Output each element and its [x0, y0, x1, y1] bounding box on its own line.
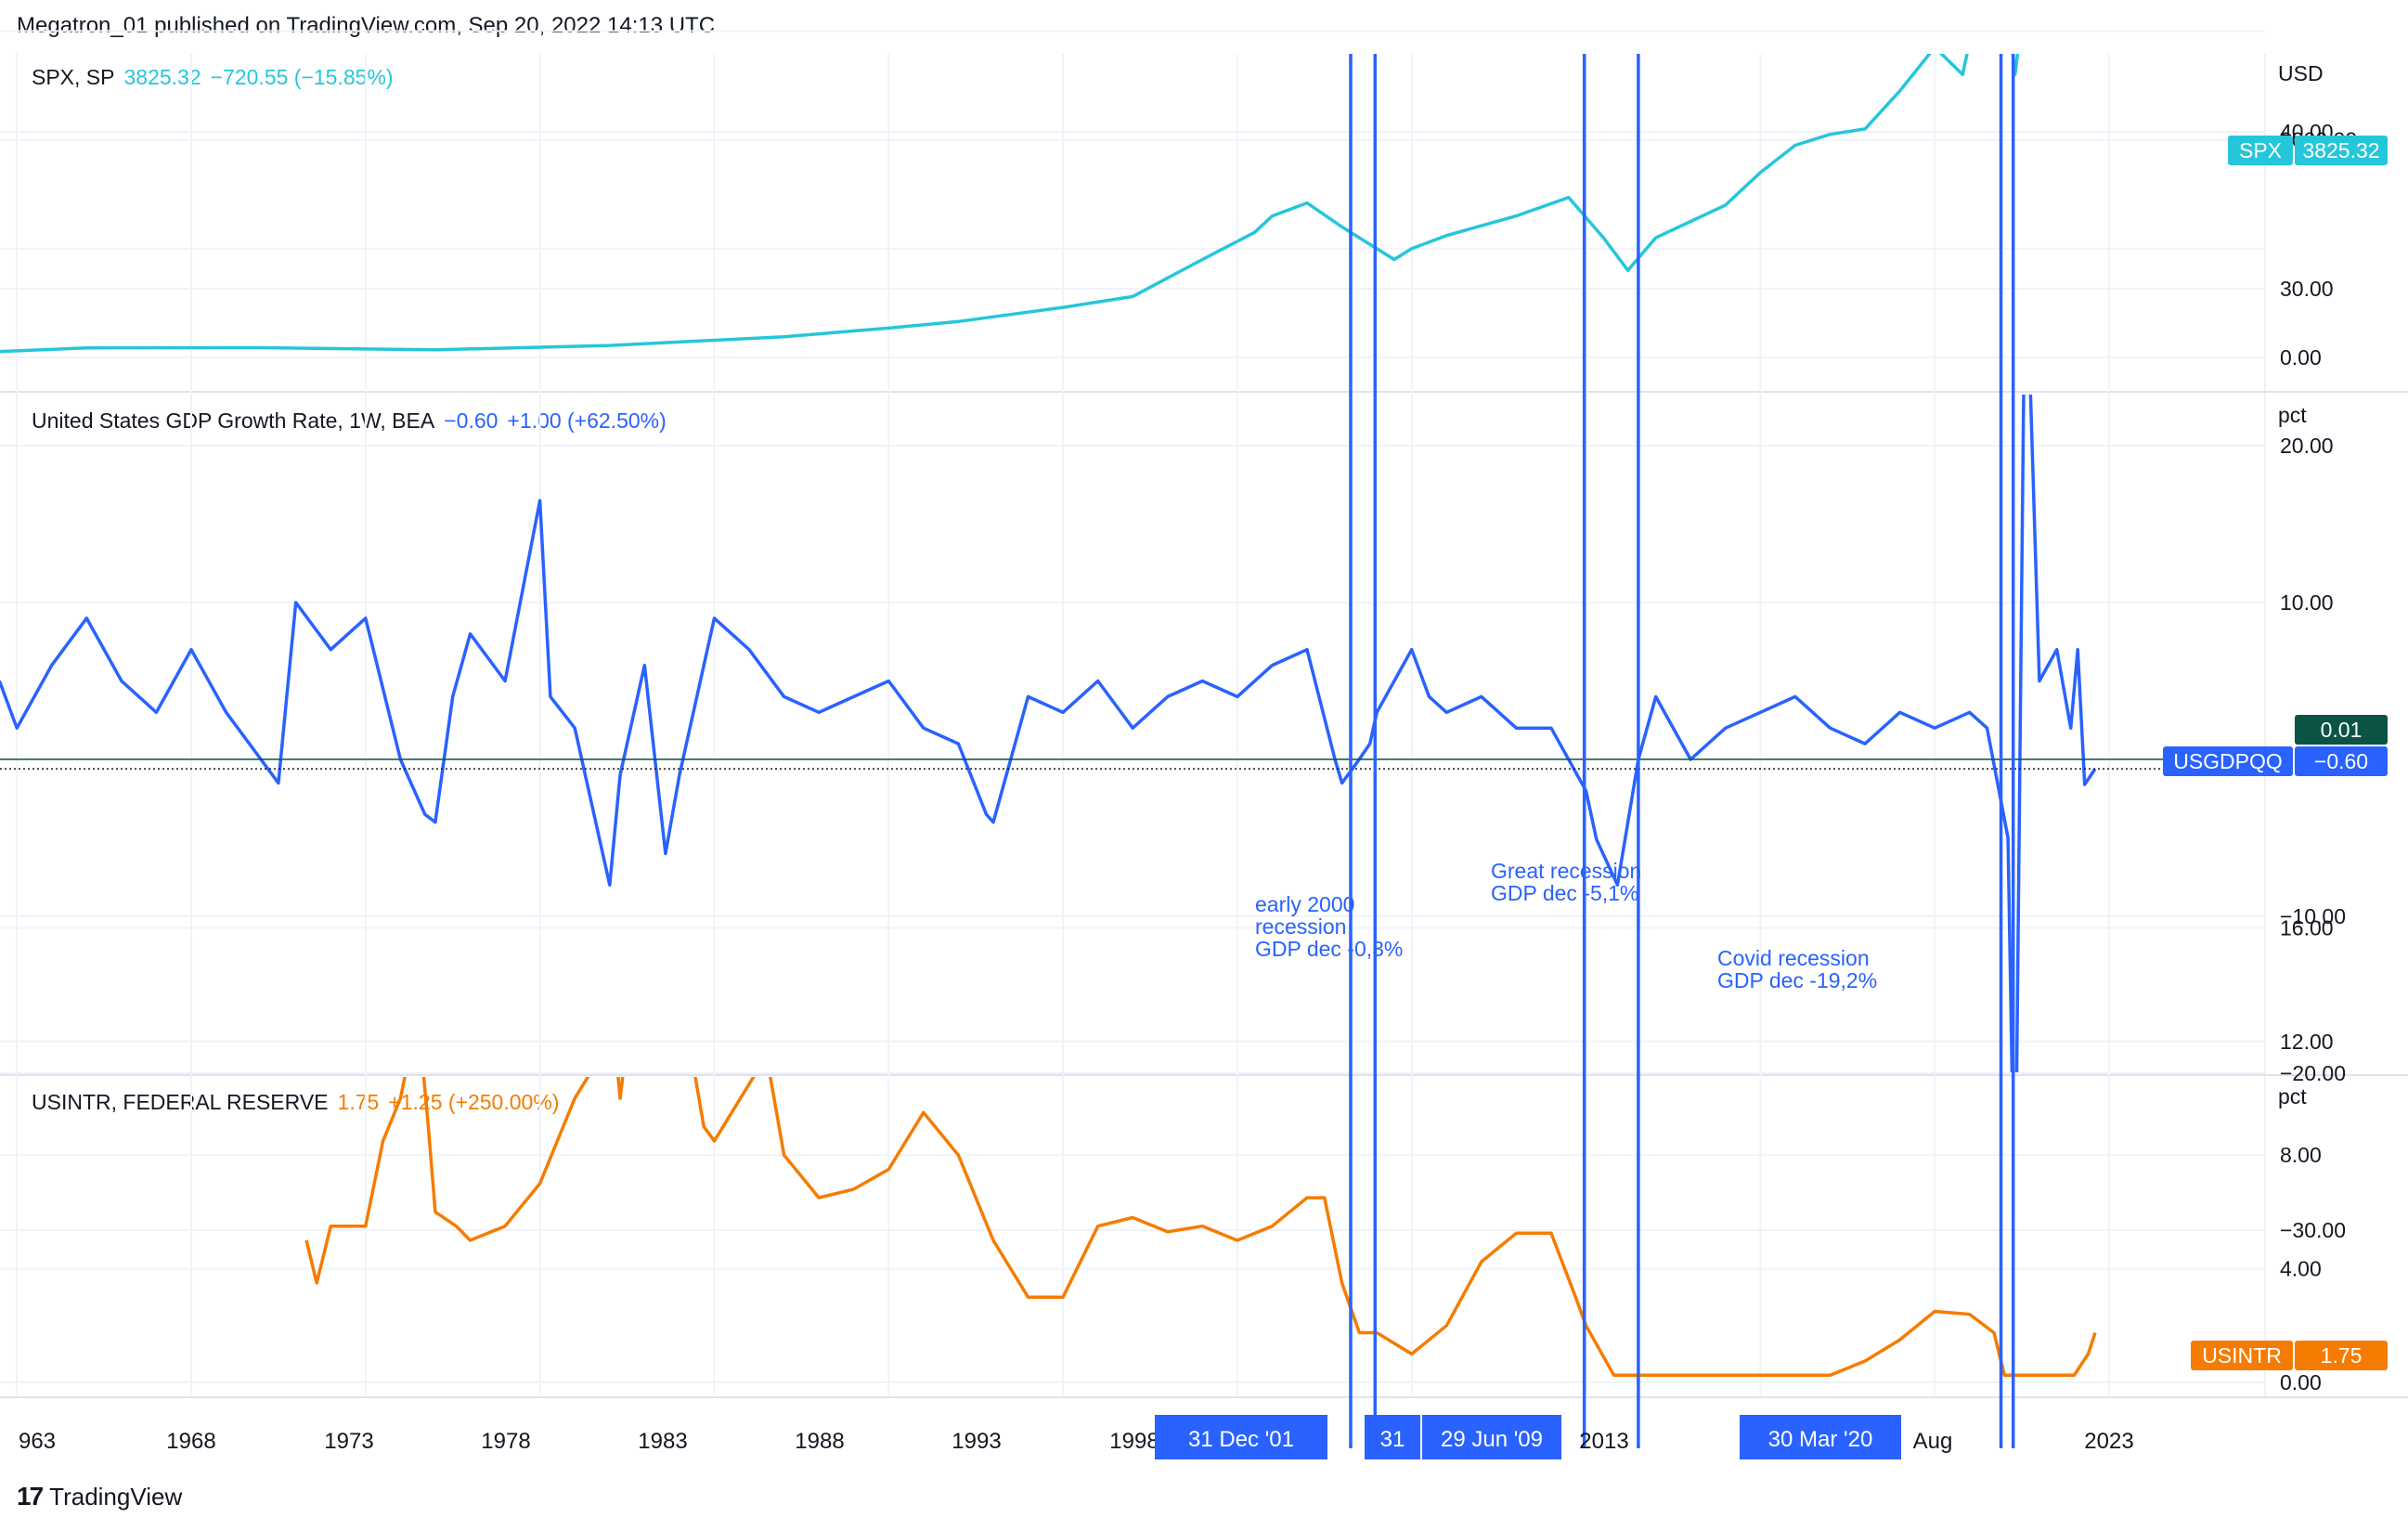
annotation-text: Great recession [1491, 859, 1641, 883]
gdp-tick-label: −30.00 [2280, 1218, 2346, 1242]
rate-legend-name: USINTR, FEDERAL RESERVE [32, 1090, 329, 1114]
gdp-extra-price-text: 0.01 [2321, 718, 2363, 742]
spx-tag-text: SPX [2239, 138, 2282, 162]
annotation-text: GDP dec -5,1% [1491, 881, 1638, 905]
gdp-legend-name: United States GDP Growth Rate, 1W, BEA [32, 408, 435, 433]
annotation-text: GDP dec -0,3% [1255, 937, 1403, 961]
rate-tick-label: 12.00 [2280, 1030, 2334, 1054]
publish-info: Megatron_01 published on TradingView.com… [17, 13, 716, 38]
gdp-price-text: −0.60 [2314, 749, 2368, 773]
spx-legend: SPX, SP 3825.32 −720.55 (−15.85%) [32, 65, 403, 90]
gdp-tick-label: −20.00 [2280, 1061, 2346, 1085]
x-axis-label: 1968 [166, 1429, 215, 1454]
rate-legend-change: +1.25 (+250.00%) [388, 1090, 560, 1114]
gdp-legend: United States GDP Growth Rate, 1W, BEA −0… [32, 408, 676, 434]
spx-legend-name: SPX, SP [32, 65, 115, 89]
spx-price-bg [2295, 136, 2388, 165]
brand-name: TradingView [49, 1482, 183, 1511]
spx-series-line [0, 54, 2020, 354]
gdp-legend-change: +1.00 (+62.50%) [507, 408, 667, 433]
x-axis-label: 1983 [638, 1429, 687, 1454]
x-axis-label: 963 [19, 1429, 56, 1454]
gdp-unit-label: pct [2278, 403, 2307, 427]
gdp-price-bg [2295, 746, 2388, 776]
date-marker-text: 31 Dec '01 [1188, 1427, 1294, 1452]
gdp-series-line [0, 395, 2097, 1072]
x-axis-label: 1978 [481, 1429, 530, 1454]
x-axis-label: 1973 [324, 1429, 373, 1454]
rate-series-line [304, 1077, 2097, 1378]
spx-price-text: 3825.32 [2302, 138, 2379, 162]
date-marker-text: 30 Mar '20 [1768, 1427, 1873, 1452]
spx-legend-change: −720.55 (−15.85%) [210, 65, 394, 89]
x-axis-label: 2013 [1579, 1429, 1628, 1454]
annotation-text: GDP dec -19,2% [1717, 968, 1877, 992]
annotation-text: Covid recession [1717, 946, 1870, 970]
tradingview-logo-icon: 17 [17, 1482, 44, 1511]
x-axis-label: 1993 [952, 1429, 1001, 1454]
gdp-tick-label: 30.00 [2280, 277, 2334, 301]
date-marker-badge [1365, 1415, 1420, 1459]
rate-legend: USINTR, FEDERAL RESERVE 1.75 +1.25 (+250.0… [32, 1090, 568, 1115]
annotation-text: recession [1255, 914, 1346, 939]
rate-tick-label: 4.00 [2280, 1257, 2322, 1281]
gdp-extra-price-bg [2295, 715, 2388, 745]
spx-legend-value: 3825.32 [123, 65, 201, 89]
annotation-text: early 2000 [1255, 892, 1354, 916]
x-axis-label: Aug [1913, 1429, 1953, 1454]
rate-price-text: 1.75 [2321, 1343, 2363, 1368]
rate-tick-label: 0.00 [2280, 1370, 2322, 1394]
gdp-tick-label: 20.00 [2280, 434, 2334, 458]
date-marker-badge [1422, 1415, 1561, 1459]
date-marker-text: 31 [1380, 1427, 1405, 1452]
spx-unit-label: USD [2278, 61, 2324, 85]
rate-tick-label: 8.00 [2280, 1143, 2322, 1167]
gdp-tick-label: −10.00 [2280, 904, 2346, 928]
rate-tick-label: 16.00 [2280, 915, 2334, 940]
rate-tag-bg [2191, 1341, 2293, 1370]
tradingview-brand[interactable]: 17 TradingView [17, 1482, 182, 1511]
date-marker-badge [1155, 1415, 1327, 1459]
rate-price-bg [2295, 1341, 2388, 1370]
spx-tick-label: 0.00 [2280, 345, 2322, 370]
gdp-tag-text: USGDPQQ [2173, 749, 2283, 773]
spx-tag-bg [2228, 136, 2293, 165]
gdp-tag-bg [2163, 746, 2293, 776]
x-axis-label: 1988 [795, 1429, 844, 1454]
gdp-tick-label: 10.00 [2280, 590, 2334, 615]
gdp-legend-value: −0.60 [444, 408, 498, 433]
x-axis-label: 2023 [2084, 1429, 2133, 1454]
rate-unit-label: pct [2278, 1084, 2307, 1109]
date-marker-text: 29 Jun '09 [1441, 1427, 1543, 1452]
rate-tag-text: USINTR [2202, 1343, 2282, 1368]
rate-legend-value: 1.75 [337, 1090, 380, 1114]
date-marker-badge [1740, 1415, 1901, 1459]
x-axis-label: 1998 [1109, 1429, 1159, 1454]
